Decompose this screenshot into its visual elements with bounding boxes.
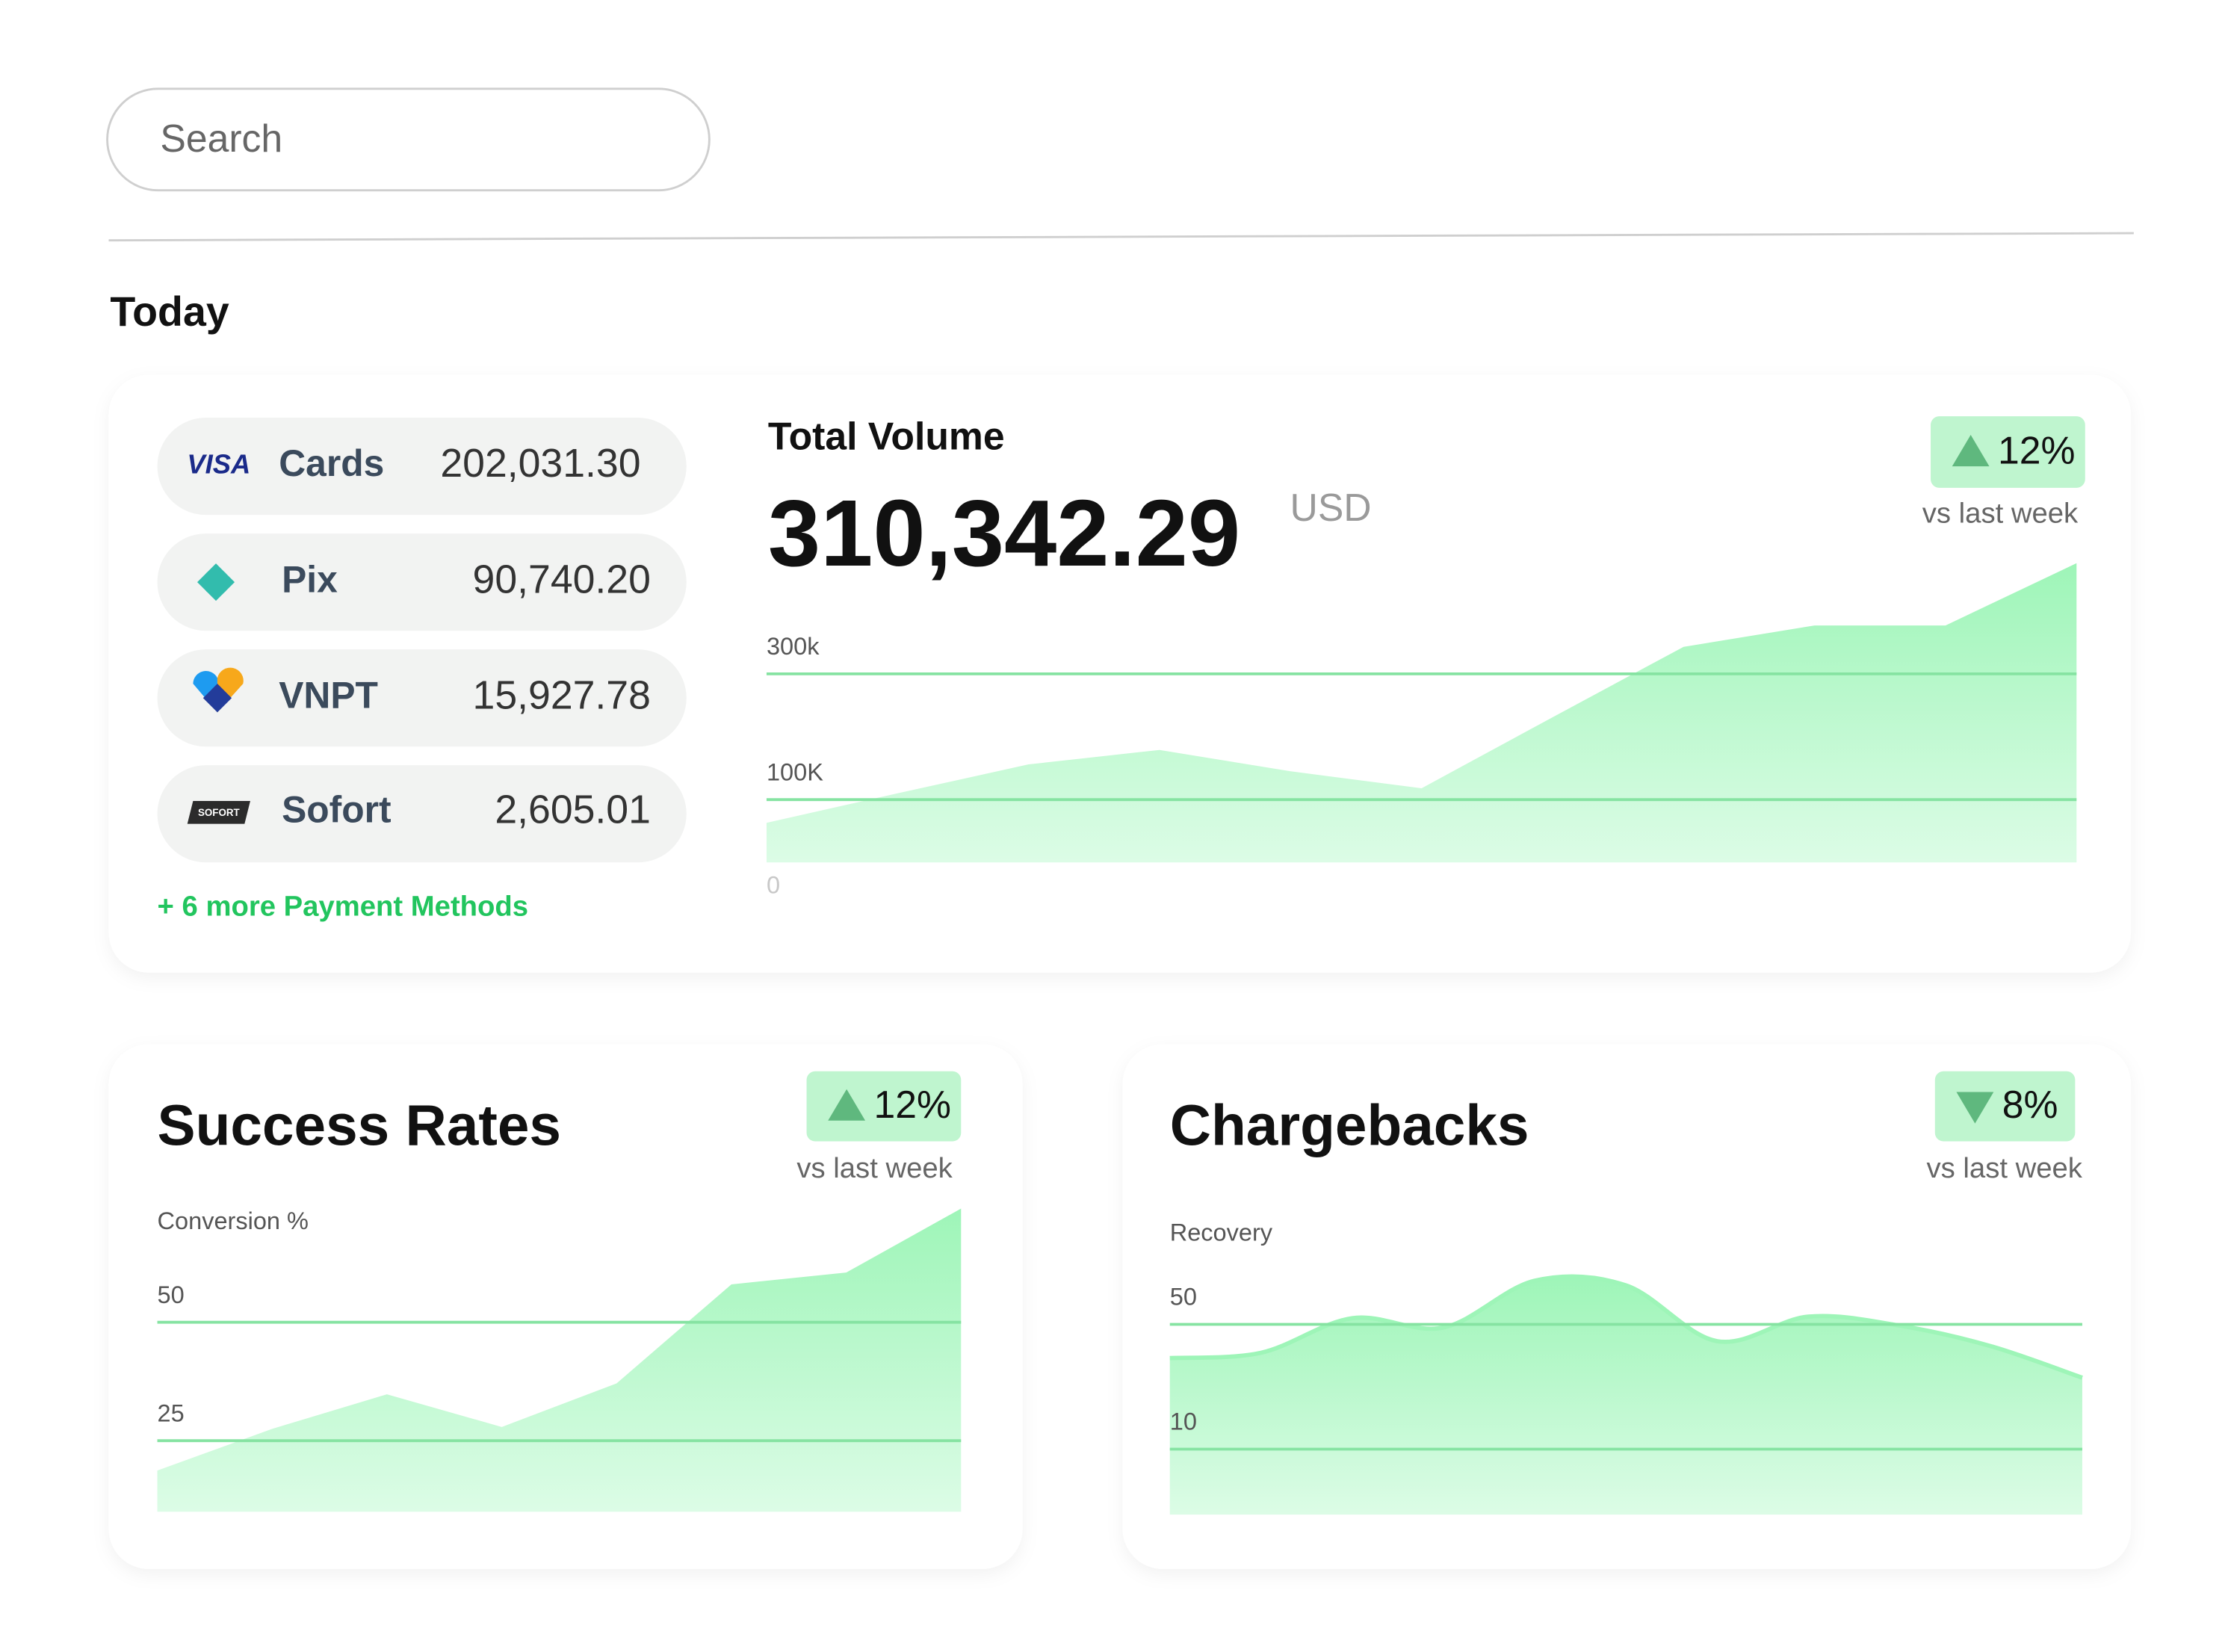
method-amount: 90,740.20 — [473, 557, 651, 601]
search-placeholder: Search — [160, 117, 282, 160]
y-tick-label: 25 — [158, 1399, 185, 1426]
y-tick-label: 50 — [1170, 1284, 1197, 1311]
method-name: Pix — [282, 558, 338, 600]
total-amount: 310,342.29 — [768, 480, 1240, 586]
y-tick-label: 50 — [158, 1281, 185, 1308]
change-value: 12% — [874, 1083, 951, 1126]
change-arrow — [1956, 1092, 1994, 1124]
method-amount: 2,605.01 — [495, 787, 651, 832]
sofort-logo-bg — [187, 801, 250, 824]
change-note: vs last week — [1927, 1152, 2083, 1184]
y-tick-label: 0 — [767, 871, 780, 898]
vnpt-logo — [193, 667, 244, 713]
method-amount: 15,927.78 — [473, 672, 651, 717]
currency: USD — [1290, 486, 1372, 529]
method-pill[interactable] — [157, 533, 687, 631]
y-tick-label: 300k — [767, 633, 820, 660]
section-title: Today — [110, 288, 229, 335]
method-pill[interactable] — [157, 765, 687, 863]
chart-title: Chargebacks — [1170, 1094, 1529, 1157]
change-badge — [1934, 1071, 2076, 1142]
payment-methods: VISA Cards 202,031.30 Pix 90,740.20 VNPT… — [157, 418, 687, 923]
chart-title: Total Volume — [768, 414, 1005, 457]
area — [766, 563, 2077, 863]
y-tick-label: 10 — [1170, 1408, 1197, 1435]
change-arrow — [828, 1089, 866, 1121]
more-link[interactable]: + 6 more Payment Methods — [158, 891, 529, 923]
area — [157, 1208, 962, 1512]
area-line — [1169, 1274, 2083, 1380]
change-arrow — [1952, 434, 1990, 467]
method-name: Sofort — [282, 788, 391, 830]
pix-logo — [197, 563, 235, 601]
method-name: Cards — [279, 442, 384, 484]
change-badge — [1931, 416, 2085, 488]
search-box[interactable] — [106, 87, 711, 192]
method-name: VNPT — [279, 674, 378, 716]
area — [1169, 1276, 2082, 1515]
y-axis-label: Recovery — [1170, 1219, 1273, 1246]
chart-title: Success Rates — [158, 1094, 561, 1157]
method-amount: 202,031.30 — [440, 441, 640, 486]
sofort-logo: SOFORT — [198, 807, 241, 818]
separator — [108, 232, 2134, 242]
y-tick-label: 100K — [767, 758, 823, 785]
visa-logo: VISA — [187, 449, 250, 480]
method-pill[interactable] — [157, 649, 687, 747]
change-note: vs last week — [796, 1152, 953, 1184]
y-axis-label: Conversion % — [158, 1207, 309, 1234]
method-pill[interactable] — [157, 418, 687, 516]
change-value: 8% — [2002, 1083, 2058, 1126]
change-value: 12% — [1998, 429, 2075, 472]
change-note: vs last week — [1922, 497, 2079, 529]
change-badge — [806, 1071, 962, 1142]
